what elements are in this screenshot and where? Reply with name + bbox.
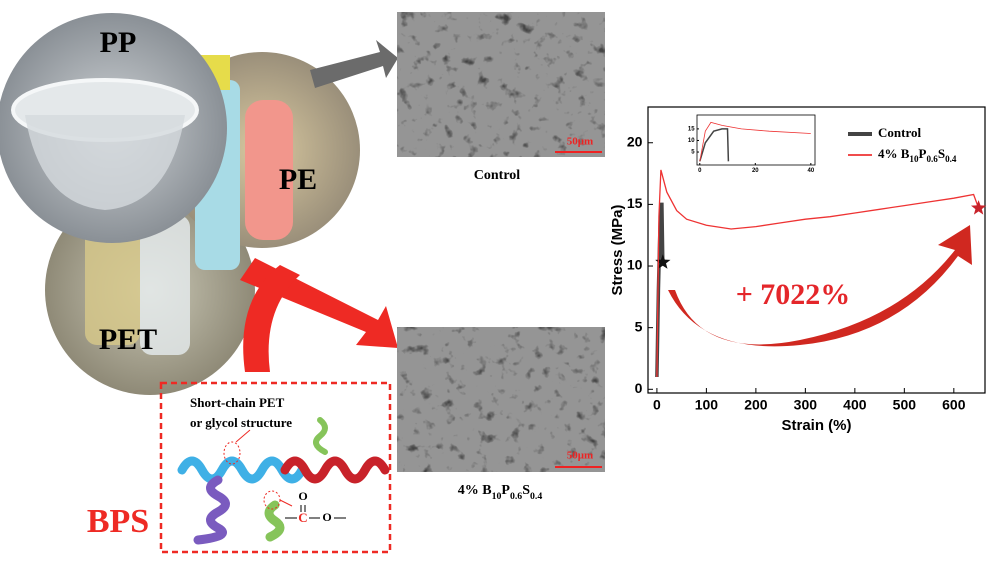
y-tick-label: 10 [688, 138, 695, 144]
bottle [85, 225, 140, 345]
scale-label: 50μm [567, 450, 593, 462]
bottle [245, 100, 293, 240]
y-tick-label: 5 [691, 150, 695, 156]
x-tick-label: 100 [695, 396, 719, 412]
legend-label: Control [878, 125, 921, 140]
inset-frame [696, 114, 816, 166]
bps-note: or glycol structure [190, 415, 292, 430]
x-tick-label: 400 [843, 396, 867, 412]
x-tick-label: 300 [794, 396, 818, 412]
arrow [243, 265, 300, 372]
sem-texture [397, 327, 605, 472]
y-tick-label: 15 [688, 126, 695, 132]
x-tick-label: 0 [698, 168, 702, 174]
break-point [971, 200, 987, 215]
series-line [656, 169, 980, 378]
y-tick-label: 5 [635, 318, 643, 334]
x-tick-label: 500 [893, 396, 917, 412]
bps-box [159, 381, 392, 554]
y-tick-label: 20 [627, 133, 643, 149]
x-tick-label: 200 [744, 396, 768, 412]
annotation: + 7022% [736, 278, 851, 311]
y-tick-label: 0 [635, 380, 643, 396]
bps-note: Short-chain PET [190, 395, 285, 410]
x-tick-label: 0 [653, 396, 661, 412]
photo-label: PE [279, 163, 317, 196]
x-axis-label: Strain (%) [781, 417, 851, 434]
chains [177, 417, 390, 545]
bottle [140, 215, 190, 355]
sem-label: Control [474, 168, 521, 183]
x-tick-label: 600 [942, 396, 966, 412]
atom: O [298, 489, 307, 503]
scale-label: 50μm [567, 136, 593, 148]
photo-label: PP [100, 26, 137, 59]
photo-label: PET [99, 323, 157, 356]
sem-label: 4% B10P0.6S0.4 [458, 483, 543, 502]
y-tick-label: 10 [627, 257, 643, 273]
pointer [235, 429, 251, 443]
x-tick-label: 40 [807, 168, 814, 174]
y-tick-label: 15 [627, 195, 643, 211]
photos: PP PE PET [0, 13, 360, 395]
y-axis-label: Stress (MPa) [609, 205, 626, 296]
pointer [279, 499, 293, 507]
highlight [223, 441, 241, 465]
series-line [699, 128, 730, 162]
atom: O [322, 510, 331, 524]
arrow [310, 40, 398, 88]
atom: C [298, 510, 307, 525]
break-point [655, 254, 671, 269]
series-line [699, 121, 811, 162]
x-tick-label: 20 [752, 168, 759, 174]
sem-texture [397, 12, 605, 157]
bowl [25, 115, 185, 210]
bps-title: BPS [87, 503, 149, 540]
legend-label: 4% B10P0.6S0.4 [878, 146, 957, 164]
